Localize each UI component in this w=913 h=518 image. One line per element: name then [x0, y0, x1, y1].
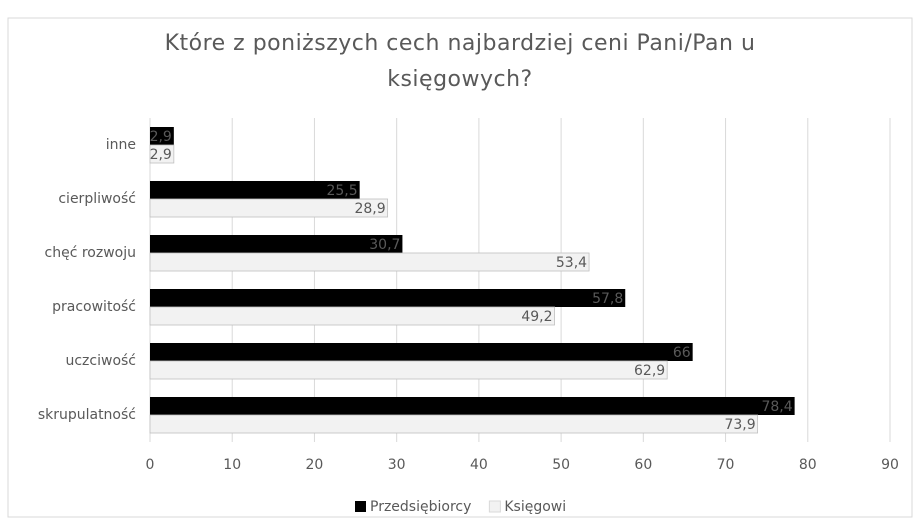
data-label: 49,2	[521, 309, 552, 325]
data-label: 66	[673, 345, 691, 361]
data-label: 2,9	[150, 147, 172, 163]
bar	[149, 360, 668, 380]
data-label: 25,5	[326, 183, 357, 199]
y-tick-label: inne	[106, 137, 136, 153]
bar	[150, 127, 174, 145]
x-tick-label: 60	[634, 457, 652, 473]
bar	[149, 414, 759, 434]
data-label: 62,9	[634, 363, 665, 379]
x-tick-label: 0	[146, 457, 155, 473]
bar	[150, 289, 626, 307]
bar	[150, 235, 403, 253]
x-tick-label: 90	[881, 457, 899, 473]
legend-swatch	[488, 500, 501, 513]
x-tick-label: 40	[470, 457, 488, 473]
legend-swatch	[355, 501, 366, 512]
x-tick-label: 80	[799, 457, 817, 473]
data-label: 53,4	[556, 255, 587, 271]
data-label: 28,9	[354, 201, 385, 217]
data-label: 73,9	[724, 417, 755, 433]
bar	[150, 397, 795, 415]
x-tick-label: 30	[388, 457, 406, 473]
bar	[149, 252, 590, 272]
bar	[149, 306, 555, 326]
y-tick-label: uczciwość	[65, 353, 136, 369]
y-tick-label: skrupulatność	[38, 407, 136, 423]
data-label: 30,7	[369, 237, 400, 253]
data-label: 78,4	[761, 399, 792, 415]
x-tick-label: 20	[306, 457, 324, 473]
data-label: 2,9	[150, 129, 172, 145]
legend-label: Księgowi	[504, 499, 566, 515]
data-label: 57,8	[592, 291, 623, 307]
y-tick-label: chęć rozwoju	[45, 245, 136, 261]
bar	[150, 181, 360, 199]
y-tick-label: cierpliwość	[58, 191, 136, 207]
x-tick-label: 10	[223, 457, 241, 473]
bar	[149, 198, 389, 218]
x-tick-label: 50	[552, 457, 570, 473]
legend-label: Przedsiębiorcy	[370, 499, 471, 515]
chart-title: Które z poniższych cech najbardziej ceni…	[164, 31, 756, 92]
x-tick-label: 70	[717, 457, 735, 473]
bar	[149, 144, 175, 164]
y-tick-label: pracowitość	[52, 299, 136, 315]
bar	[150, 343, 693, 361]
